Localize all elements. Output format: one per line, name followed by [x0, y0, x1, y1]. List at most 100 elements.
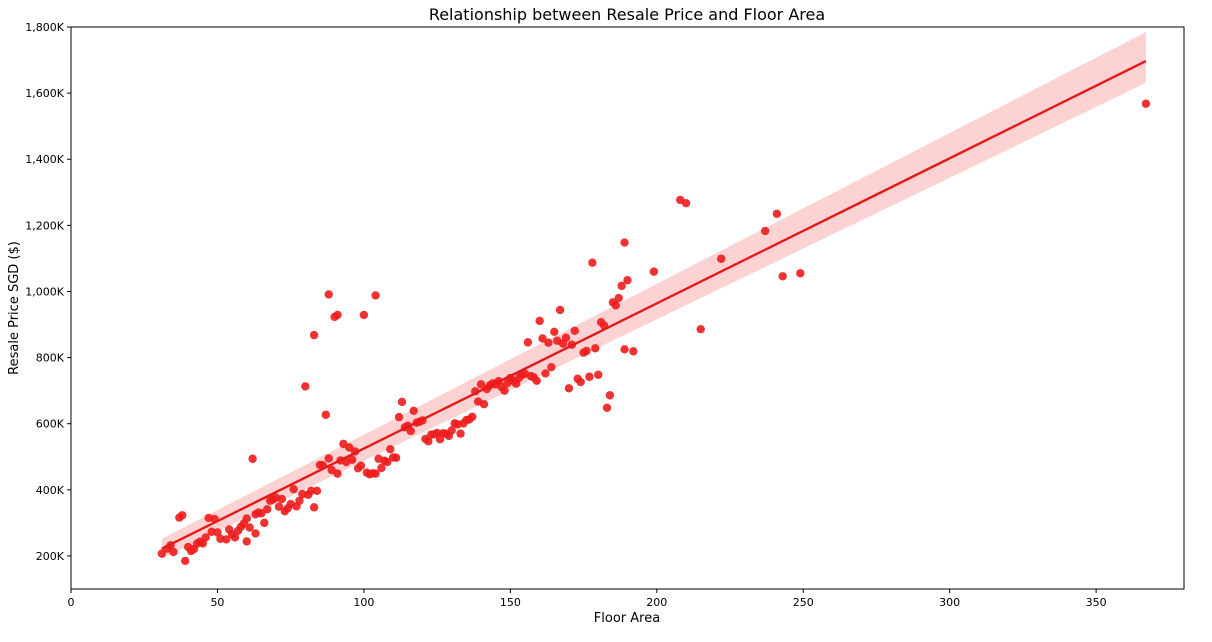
data-point	[617, 281, 626, 291]
y-tick-label: 1,600K	[25, 87, 64, 100]
data-point	[371, 469, 380, 478]
y-tick-label: 1,800K	[25, 21, 64, 34]
data-point	[213, 528, 222, 537]
y-axis: 200K 400K 600K 800K 1,000K 1,200K 1,400K 1,600K…	[25, 21, 71, 563]
data-point	[547, 362, 556, 372]
data-point	[649, 267, 659, 276]
data-point	[538, 334, 547, 343]
data-point	[251, 529, 260, 538]
y-tick-label: 600K	[36, 418, 65, 431]
data-point	[588, 258, 597, 267]
data-point	[324, 454, 333, 463]
data-point	[391, 453, 401, 462]
data-point	[550, 327, 559, 337]
data-point	[321, 410, 331, 419]
data-point	[591, 344, 600, 353]
x-tick-label: 50	[210, 596, 224, 609]
confidence-band-layer	[161, 31, 1146, 559]
data-point	[277, 494, 287, 504]
data-point	[796, 269, 805, 278]
data-point	[585, 372, 594, 381]
data-point	[157, 549, 166, 558]
data-point	[245, 523, 254, 532]
x-tick-label: 150	[500, 596, 521, 609]
data-point	[263, 505, 272, 514]
data-point	[347, 455, 357, 464]
data-point	[242, 514, 251, 523]
data-point	[468, 412, 477, 421]
data-point	[383, 457, 392, 467]
data-point	[535, 316, 544, 326]
data-point	[309, 330, 319, 340]
data-point	[295, 496, 304, 505]
y-tick-label: 1,200K	[25, 219, 64, 232]
data-point	[447, 426, 456, 435]
plot-area-frame	[70, 26, 1185, 590]
data-point	[309, 503, 319, 512]
data-point	[629, 347, 638, 356]
data-point	[178, 511, 187, 520]
y-tick-label: 1,000K	[25, 285, 64, 298]
data-point	[333, 310, 342, 320]
x-tick-label: 200	[646, 596, 667, 609]
confidence-band	[161, 31, 1146, 559]
data-point	[301, 382, 310, 391]
data-point	[623, 276, 632, 285]
data-point	[409, 406, 418, 416]
data-point	[760, 226, 770, 236]
data-point	[561, 333, 571, 342]
data-point	[602, 403, 612, 413]
data-point	[570, 326, 579, 336]
y-tick-label: 400K	[36, 484, 65, 497]
data-point	[479, 400, 489, 409]
data-point	[544, 338, 553, 347]
data-point	[500, 386, 509, 395]
y-tick-label: 200K	[36, 550, 65, 563]
data-point	[576, 377, 585, 387]
data-point	[371, 291, 380, 300]
data-point	[230, 533, 240, 542]
data-point	[406, 426, 415, 436]
data-point	[614, 293, 623, 303]
data-point	[274, 502, 284, 511]
x-tick-label: 100	[353, 596, 374, 609]
data-point	[620, 345, 629, 354]
data-point	[620, 238, 629, 247]
data-point	[424, 437, 433, 446]
data-point	[222, 535, 231, 544]
data-point	[260, 518, 269, 528]
data-point	[397, 397, 407, 407]
y-tick-label: 800K	[36, 352, 65, 365]
data-point	[242, 537, 251, 546]
data-point	[181, 556, 190, 566]
chart-title: Relationship between Resale Price and Fl…	[429, 5, 825, 24]
data-point	[201, 533, 210, 542]
data-point	[681, 199, 691, 208]
data-point	[359, 310, 369, 320]
data-point	[717, 254, 726, 263]
data-point	[564, 384, 574, 393]
data-points-layer	[157, 99, 1151, 566]
data-point	[377, 463, 386, 473]
data-point	[523, 338, 533, 347]
y-tick-label: 1,400K	[25, 153, 64, 166]
x-tick-label: 350	[1086, 596, 1107, 609]
data-point	[356, 461, 366, 470]
data-point	[456, 429, 465, 438]
x-tick-label: 0	[68, 596, 75, 609]
data-point	[611, 301, 620, 310]
data-point	[532, 376, 541, 385]
data-point	[594, 370, 603, 379]
data-point	[555, 305, 565, 315]
data-point	[582, 346, 591, 356]
x-tick-label: 250	[793, 596, 814, 609]
y-axis-title: Resale Price SGD ($)	[7, 241, 22, 375]
regression-line-layer	[161, 59, 1147, 550]
data-point	[169, 547, 178, 557]
data-point	[772, 209, 782, 218]
data-point	[1141, 99, 1151, 108]
data-point	[248, 454, 257, 463]
data-point	[476, 380, 486, 389]
data-point	[394, 412, 404, 422]
